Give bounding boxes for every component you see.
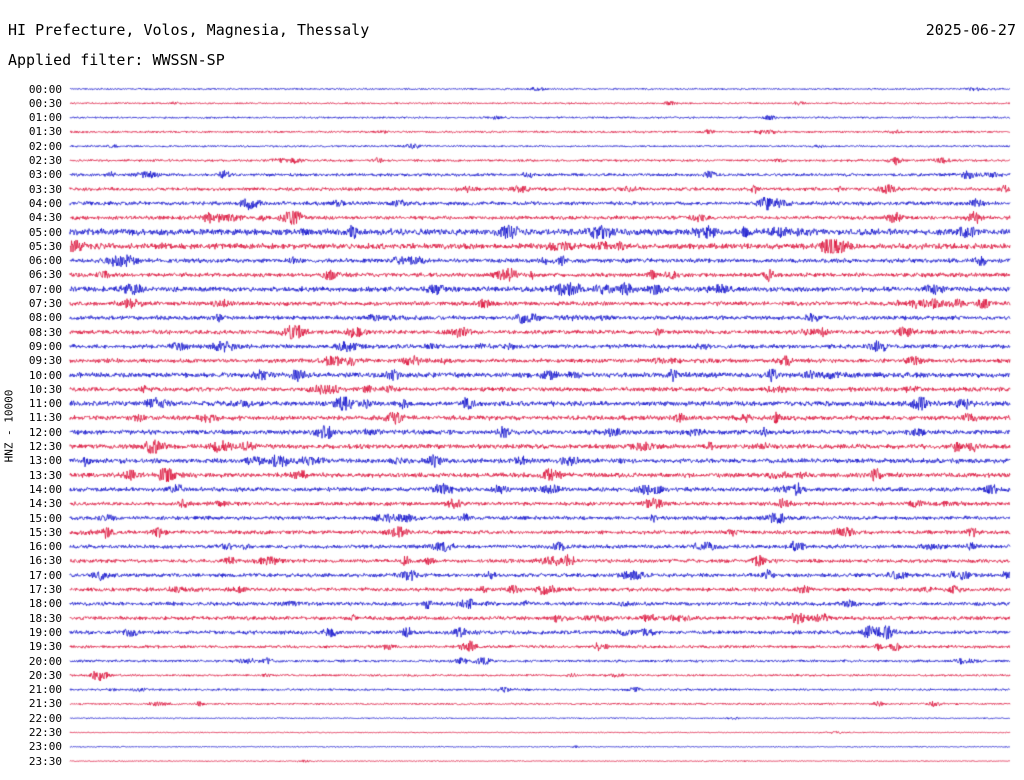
time-label: 01:30 [28,125,62,139]
time-label: 21:30 [28,697,62,711]
time-label: 00:30 [28,96,62,110]
date-label: 2025-06-27 [925,21,1016,39]
time-label: 00:00 [28,82,62,96]
time-label: 18:00 [28,597,62,611]
time-label: 07:30 [28,297,62,310]
time-label: 03:00 [28,168,62,182]
time-label: 13:30 [28,468,62,482]
time-label: 03:30 [28,182,62,196]
time-label: 10:00 [28,368,62,382]
time-label: 15:00 [28,511,62,525]
time-label: 05:30 [28,239,62,253]
time-label: 23:00 [28,740,62,754]
time-label: 06:30 [28,268,62,282]
time-label: 04:00 [28,196,62,210]
time-label: 08:00 [28,311,62,325]
time-label: 17:30 [28,583,62,596]
time-label: 02:30 [28,154,62,167]
time-label: 07:00 [28,282,62,296]
time-label: 05:00 [28,225,62,239]
time-label: 15:30 [28,525,62,539]
time-label: 06:00 [28,254,62,268]
time-label: 21:00 [28,683,62,697]
time-label: 09:00 [28,339,62,353]
time-label: 22:00 [28,711,62,725]
time-label: 23:30 [28,754,62,768]
time-label: 09:30 [28,354,62,368]
time-label: 20:00 [28,654,62,668]
time-label: 17:00 [28,568,62,582]
time-label: 02:00 [28,139,62,153]
time-label: 16:30 [28,554,62,568]
time-label: 22:30 [28,726,62,739]
filter-label: Applied filter: WWSSN-SP [8,51,225,69]
time-label: 12:00 [28,425,62,439]
time-label: 08:30 [28,325,62,339]
time-label: 18:30 [28,611,62,625]
time-label: 13:00 [28,454,62,468]
time-label: 10:30 [28,382,62,396]
page-title: HI Prefecture, Volos, Magnesia, Thessaly [8,21,370,39]
time-label: 14:00 [28,482,62,496]
time-label: 14:30 [28,497,62,511]
time-label: 11:30 [28,411,62,425]
time-label: 19:30 [28,640,62,654]
time-label: 01:00 [28,111,62,125]
time-label: 04:30 [28,211,62,225]
time-label: 11:00 [28,397,62,411]
time-label: 19:00 [28,625,62,639]
time-label: 16:00 [28,540,62,554]
time-label: 12:30 [28,440,62,453]
time-label: 20:30 [28,668,62,682]
